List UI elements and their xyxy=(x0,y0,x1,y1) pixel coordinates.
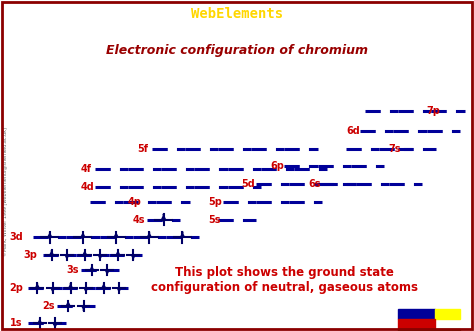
Text: ©Mark, Winter 1999 [webelements@sheffield.ac.uk]: ©Mark, Winter 1999 [webelements@sheffiel… xyxy=(3,127,9,256)
Text: 4s: 4s xyxy=(133,214,145,225)
Text: 3s: 3s xyxy=(66,265,79,275)
Bar xyxy=(398,319,435,328)
Text: Electronic configuration of chromium: Electronic configuration of chromium xyxy=(106,44,368,57)
Text: 3p: 3p xyxy=(24,250,37,260)
Text: 6d: 6d xyxy=(346,126,360,136)
Bar xyxy=(435,309,460,319)
Text: 4p: 4p xyxy=(128,197,142,207)
Text: 5f: 5f xyxy=(137,144,148,154)
Text: 7p: 7p xyxy=(427,106,440,116)
Bar xyxy=(398,309,435,319)
Text: 2p: 2p xyxy=(9,283,23,293)
Text: 5d: 5d xyxy=(242,179,255,189)
Text: 4d: 4d xyxy=(81,182,94,192)
Text: 5s: 5s xyxy=(209,214,221,225)
Text: 2s: 2s xyxy=(43,301,55,311)
Text: 7s: 7s xyxy=(389,144,401,154)
Text: WebElements: WebElements xyxy=(191,7,283,21)
Text: 6p: 6p xyxy=(270,162,284,171)
Text: This plot shows the ground state
configuration of neutral, gaseous atoms: This plot shows the ground state configu… xyxy=(151,266,418,294)
Text: 6s: 6s xyxy=(308,179,320,189)
Text: 4f: 4f xyxy=(81,164,91,174)
Text: 1s: 1s xyxy=(9,318,22,328)
Text: 3d: 3d xyxy=(9,232,23,242)
Bar xyxy=(398,329,460,331)
Text: 5p: 5p xyxy=(209,197,222,207)
